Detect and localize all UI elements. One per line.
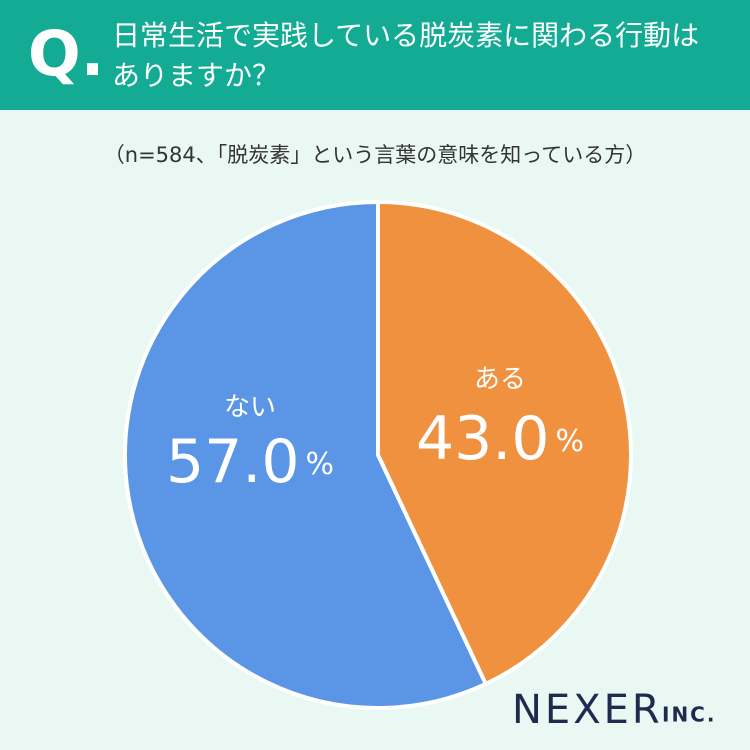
question-mark: Q. (28, 17, 105, 90)
pie-slice (123, 199, 489, 710)
value-label: 43.0% (416, 404, 584, 474)
logo: NEXER (512, 687, 663, 733)
logo-suffix: INC. (662, 703, 716, 727)
chart-subtitle: （n=584、「脱炭素」という言葉の意味を知っている方） (104, 143, 646, 167)
category-label: ない (224, 393, 276, 423)
chart-title: 日常生活で実践している脱炭素に関わる行動はありますか？ (112, 19, 700, 92)
header: Q. 日常生活で実践している脱炭素に関わる行動はありますか？ (0, 0, 750, 110)
value-label: 57.0% (166, 427, 334, 497)
category-label: ある (474, 365, 526, 395)
pie-slice (376, 199, 633, 687)
